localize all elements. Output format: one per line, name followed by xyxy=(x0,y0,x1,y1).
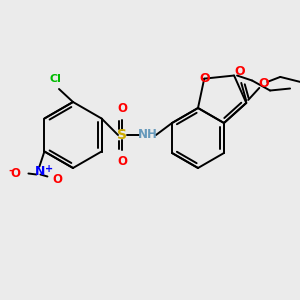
Text: O: O xyxy=(234,65,244,78)
Text: NH: NH xyxy=(138,128,158,140)
Text: +: + xyxy=(45,164,53,173)
Text: -: - xyxy=(9,166,14,176)
Text: O: O xyxy=(117,155,127,168)
Text: S: S xyxy=(117,128,127,142)
Text: O: O xyxy=(117,102,127,115)
Text: O: O xyxy=(258,77,268,90)
Text: O: O xyxy=(199,72,209,85)
Text: O: O xyxy=(52,173,62,186)
Text: N: N xyxy=(35,165,46,178)
Text: O: O xyxy=(11,167,20,180)
Text: Cl: Cl xyxy=(49,74,61,84)
